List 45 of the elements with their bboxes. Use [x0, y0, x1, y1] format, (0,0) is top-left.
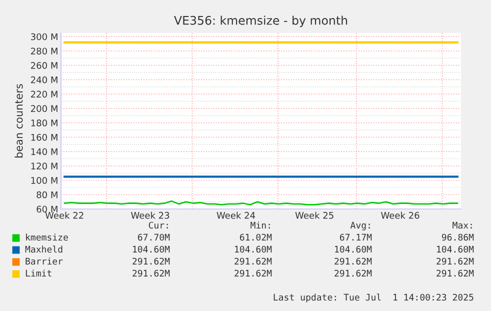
y-tick-label: 280 M — [30, 48, 58, 55]
text: 104.60M — [335, 246, 372, 253]
legend-label: Limit — [26, 270, 52, 277]
y-tick-label: 260 M — [30, 62, 58, 69]
text: 291.62M — [436, 270, 474, 277]
text: 67.17M — [340, 234, 372, 241]
text: 67.70M — [138, 234, 170, 241]
text: 291.62M — [334, 258, 372, 265]
y-tick-label: 200 M — [30, 105, 58, 112]
y-axis-title: bean counters — [14, 84, 23, 158]
x-tick-label: Week 25 — [295, 212, 334, 219]
legend-label: Maxheld — [25, 246, 62, 253]
text: 291.62M — [436, 258, 474, 265]
x-tick-label: Week 24 — [216, 212, 256, 219]
x-tick-label: Week 22 — [45, 212, 84, 219]
y-tick-label: 60 M — [36, 206, 58, 213]
x-tick-label: Week 23 — [131, 212, 170, 219]
text: Last update: Tue Jul 1 14:00:23 2025 — [274, 294, 474, 302]
text: 291.62M — [132, 270, 170, 277]
text: 291.62M — [334, 270, 372, 277]
text: Min: — [250, 222, 270, 229]
legend-label: Barrier — [26, 258, 63, 265]
text: 291.62M — [234, 258, 272, 265]
y-tick-label: 220 M — [30, 90, 58, 98]
text: 104.60M — [133, 246, 170, 253]
y-tick-label: 120 M — [31, 162, 58, 170]
y-tick-label: 240 M — [30, 76, 58, 84]
text: Max: — [452, 222, 472, 229]
y-tick-label: 100 M — [31, 176, 58, 184]
y-tick-label: 180 M — [31, 120, 58, 126]
text: 61.02M — [240, 234, 272, 241]
y-tick-label: 140 M — [31, 148, 58, 156]
text: 291.62M — [132, 258, 170, 265]
text: 104.60M — [235, 246, 272, 253]
text: Cur: — [148, 222, 168, 229]
text: Avg: — [350, 222, 370, 230]
x-tick-label: Week 26 — [381, 212, 420, 219]
y-tick-label: 160 M — [31, 134, 58, 141]
text: 96.86M — [442, 234, 474, 241]
chart-title: VE356: kmemsize - by month — [174, 16, 348, 28]
y-tick-label: 80 M — [36, 191, 58, 198]
text: 104.60M — [437, 246, 474, 253]
y-tick-label: 300 M — [31, 33, 58, 40]
text: 291.62M — [234, 270, 272, 277]
legend-label: kmemsize — [26, 234, 68, 241]
